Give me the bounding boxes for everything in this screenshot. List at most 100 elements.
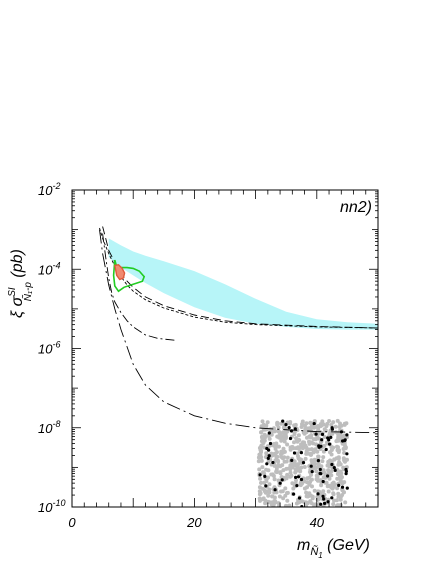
scatter-point-gray [338, 421, 342, 426]
scatter-point-gray [300, 419, 305, 424]
scatter-point-gray [315, 424, 320, 429]
scatter-point-black [321, 479, 325, 484]
y-axis-title-unit: (pb) [9, 249, 26, 282]
x-tick-labels: 0 20 40 [68, 515, 324, 530]
scatter-point-gray [321, 504, 326, 507]
scatter-point-gray [300, 481, 304, 486]
scatter-point-gray [330, 481, 335, 486]
scatter-point-black [323, 501, 327, 505]
scatter-point-black [295, 484, 299, 488]
scatter-point-gray [302, 440, 307, 445]
scatter-point-gray [309, 421, 314, 426]
scatter-point-gray [342, 450, 347, 455]
scatter-point-gray [336, 445, 340, 450]
scatter-point-gray [262, 480, 267, 485]
scatter-point-gray [260, 419, 265, 424]
scatter-point-gray [319, 464, 324, 469]
axis-ticks [71, 189, 379, 508]
scatter-point-gray [283, 435, 288, 440]
scatter-point-gray [279, 421, 284, 426]
scatter-point-gray [256, 459, 261, 464]
scatter-point-gray [337, 424, 342, 429]
y-tick-label: 10-4 [38, 260, 60, 277]
scatter-point-gray [270, 453, 275, 458]
scatter-point-black [345, 486, 349, 490]
y-tick-labels: 10-10 10-8 10-6 10-4 10-2 [38, 181, 65, 515]
scatter-point-black [320, 432, 325, 436]
scatter-point-gray [299, 465, 304, 470]
scatter-point-gray [280, 463, 285, 468]
scatter-point-gray [301, 430, 306, 435]
scatter-point-gray [329, 452, 334, 457]
scatter-point-gray [281, 446, 286, 451]
scatter-point-gray [302, 465, 307, 469]
scatter-point-gray [321, 449, 326, 454]
scatter-point-gray [305, 501, 310, 506]
scatter-point-black [320, 438, 324, 442]
scatter-point-black [267, 448, 271, 452]
scatter-point-gray [334, 439, 339, 444]
scatter-point-gray [317, 495, 322, 500]
scatter-point-gray [289, 473, 294, 478]
scatter-point-gray [336, 455, 341, 460]
scatter-point-gray [310, 496, 315, 501]
scatter-point-gray [272, 495, 277, 500]
scatter-point-gray [305, 435, 309, 440]
scatter-point-gray [267, 490, 272, 495]
panel-label: nn2) [340, 199, 372, 216]
scatter-point-gray [259, 430, 264, 435]
scatter-point-black [329, 435, 333, 439]
scatter-point-gray [329, 469, 334, 474]
scatter-point-gray [326, 468, 331, 473]
scatter-point-gray [312, 488, 317, 493]
scatter-point-gray [340, 441, 345, 446]
x-axis-title-sub-symbol: Ñ [310, 545, 318, 558]
scatter-point-gray [304, 429, 309, 434]
scatter-point-black [299, 477, 304, 482]
scatter-point-gray [266, 433, 271, 438]
scatter-point-gray [278, 431, 283, 436]
scatter-point-gray [293, 462, 298, 467]
scatter-point-gray [285, 442, 290, 447]
scatter-point-gray [303, 456, 308, 461]
scatter-point-gray [275, 422, 280, 427]
scatter-point-gray [331, 491, 336, 496]
scatter-point-gray [297, 500, 302, 505]
scatter-point-gray [304, 490, 309, 495]
scatter-point-gray [267, 482, 272, 487]
scatter-point-black [296, 475, 301, 479]
y-axis-title: ξ σSI Ñ₁-p (pb) [7, 249, 34, 318]
scatter-point-black [318, 471, 322, 476]
scatter-point-gray [267, 436, 272, 441]
scatter-point-gray [288, 463, 293, 468]
scatter-point-gray [273, 446, 278, 451]
scatter-point-gray [314, 469, 319, 474]
x-axis-title-prefix: m [297, 537, 310, 554]
x-tick-label: 20 [186, 515, 202, 530]
scatter-point-gray [285, 490, 290, 495]
scatter-point-gray [324, 480, 329, 485]
scatter-point-black [266, 456, 270, 460]
x-tick-label: 40 [310, 515, 325, 530]
scatter-point-gray [287, 466, 292, 471]
x-axis-title-unit: (GeV) [323, 537, 370, 554]
scatter-point-gray [277, 494, 282, 499]
scatter-point-gray [283, 486, 288, 491]
scatter-point-gray [335, 486, 340, 491]
scatter-point-black [317, 445, 321, 449]
scatter-point-gray [333, 424, 338, 429]
scatter-point-gray [275, 450, 279, 455]
x-tick-label: 0 [68, 515, 76, 530]
scatter-point-gray [315, 449, 320, 454]
scatter-point-gray [319, 423, 324, 428]
scatter-point-gray [335, 472, 340, 476]
x-axis-title-sub-index: 1 [318, 551, 322, 560]
scatter-point-gray [263, 501, 268, 506]
y-tick-label: 10-8 [38, 419, 60, 436]
scatter-point-black [284, 423, 288, 427]
scatter-point-gray [259, 480, 263, 485]
scatter-point-black [297, 496, 302, 500]
scatter-point-gray [258, 476, 263, 481]
scatter-point-gray [295, 465, 300, 470]
scatter-point-black [330, 426, 334, 430]
